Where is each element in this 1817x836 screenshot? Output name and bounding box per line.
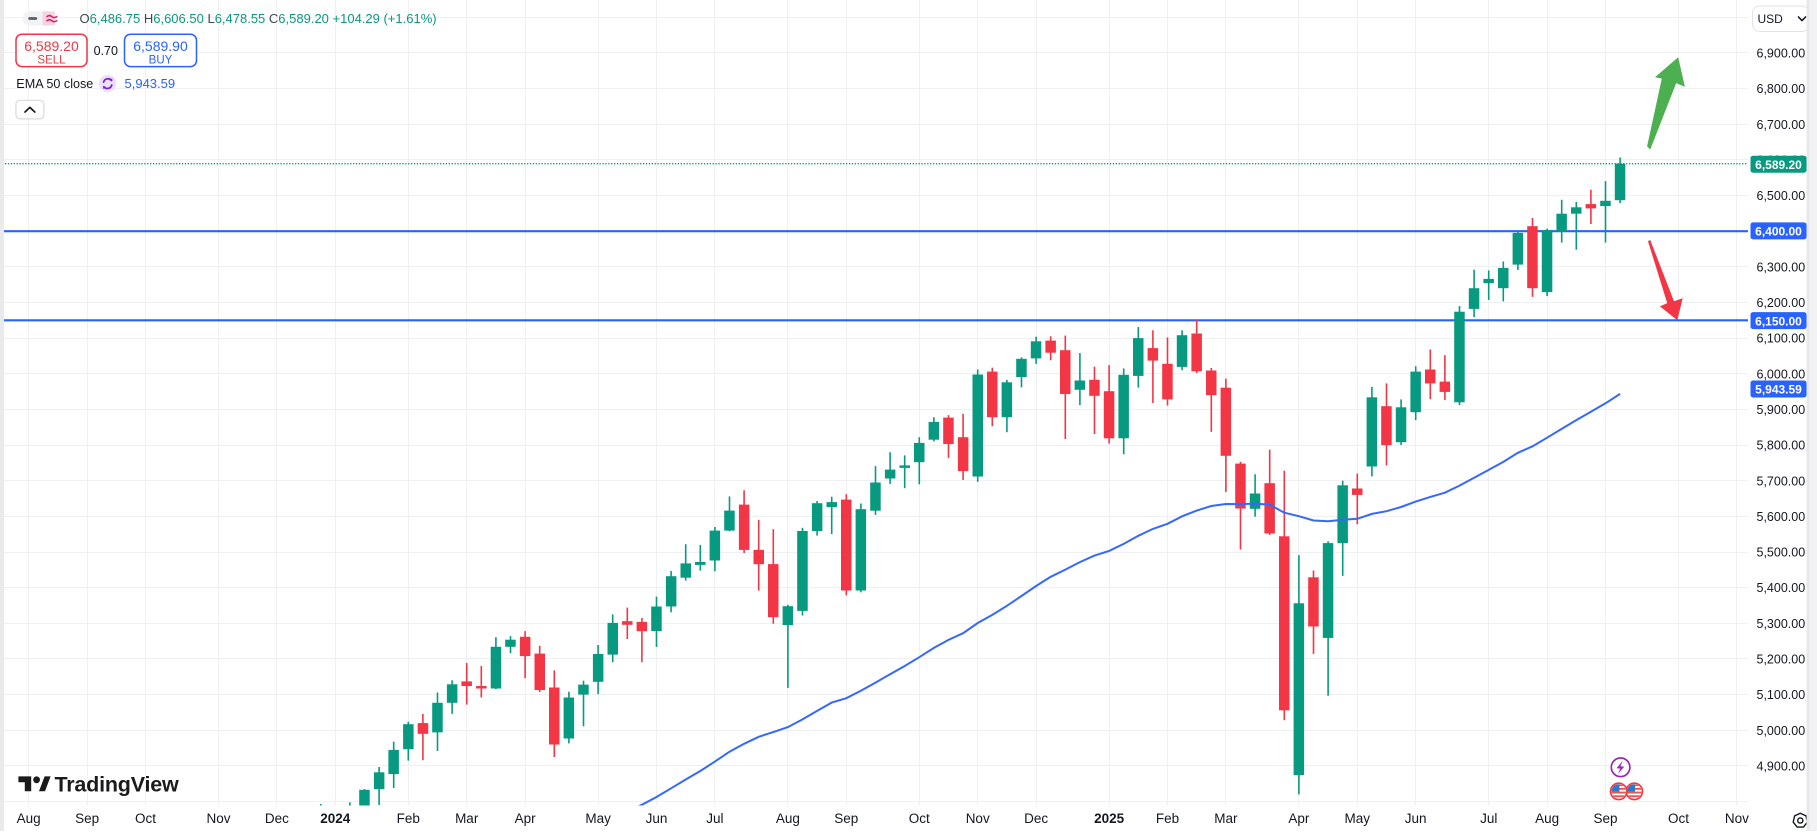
svg-text:Jun: Jun — [1405, 811, 1427, 826]
svg-text:Aug: Aug — [776, 811, 800, 826]
svg-text:Jul: Jul — [706, 811, 723, 826]
svg-text:6,400.00: 6,400.00 — [1755, 225, 1802, 239]
svg-text:6,700.00: 6,700.00 — [1757, 118, 1806, 132]
svg-text:Apr: Apr — [515, 811, 537, 826]
svg-text:USD: USD — [1758, 12, 1784, 26]
svg-text:5,943.59: 5,943.59 — [125, 76, 176, 91]
svg-text:Mar: Mar — [455, 811, 479, 826]
svg-text:Aug: Aug — [1535, 811, 1559, 826]
svg-text:Sep: Sep — [834, 811, 858, 826]
svg-text:O6,486.75 H6,606.50 L6,478.55: O6,486.75 H6,606.50 L6,478.55 C6,589.20 … — [80, 11, 437, 26]
svg-text:Jun: Jun — [646, 811, 668, 826]
svg-text:EMA 50 close: EMA 50 close — [16, 77, 93, 91]
svg-text:Feb: Feb — [1156, 811, 1179, 826]
svg-text:5,000.00: 5,000.00 — [1757, 724, 1806, 738]
svg-text:Oct: Oct — [909, 811, 930, 826]
svg-text:5,700.00: 5,700.00 — [1757, 474, 1806, 488]
svg-text:5,100.00: 5,100.00 — [1757, 688, 1806, 702]
svg-text:5,500.00: 5,500.00 — [1757, 546, 1806, 560]
svg-text:0.70: 0.70 — [94, 44, 118, 58]
svg-text:Feb: Feb — [397, 811, 420, 826]
svg-text:2025: 2025 — [1094, 811, 1125, 826]
svg-text:Sep: Sep — [75, 811, 99, 826]
svg-text:6,000.00: 6,000.00 — [1757, 367, 1806, 381]
svg-text:2024: 2024 — [320, 811, 351, 826]
svg-text:Apr: Apr — [1288, 811, 1310, 826]
svg-text:Aug: Aug — [17, 811, 41, 826]
svg-text:Oct: Oct — [1668, 811, 1689, 826]
svg-text:Sep: Sep — [1593, 811, 1617, 826]
svg-text:5,900.00: 5,900.00 — [1757, 403, 1806, 417]
svg-text:Oct: Oct — [135, 811, 156, 826]
svg-text:SELL: SELL — [37, 55, 66, 67]
svg-text:5,943.59: 5,943.59 — [1755, 383, 1802, 397]
svg-text:6,500.00: 6,500.00 — [1757, 189, 1806, 203]
svg-text:5,400.00: 5,400.00 — [1757, 581, 1806, 595]
svg-text:5,800.00: 5,800.00 — [1757, 439, 1806, 453]
svg-text:6,200.00: 6,200.00 — [1757, 296, 1806, 310]
svg-text:May: May — [585, 811, 611, 826]
svg-text:6,150.00: 6,150.00 — [1755, 314, 1802, 328]
svg-text:6,800.00: 6,800.00 — [1757, 82, 1806, 96]
svg-text:BUY: BUY — [149, 55, 173, 67]
svg-text:6,589.20: 6,589.20 — [24, 38, 79, 54]
svg-text:5,200.00: 5,200.00 — [1757, 653, 1806, 667]
svg-text:5,300.00: 5,300.00 — [1757, 617, 1806, 631]
svg-text:Jul: Jul — [1480, 811, 1497, 826]
svg-text:Nov: Nov — [206, 811, 230, 826]
svg-text:6,589.90: 6,589.90 — [133, 38, 188, 54]
svg-text:5,600.00: 5,600.00 — [1757, 510, 1806, 524]
svg-text:Dec: Dec — [1024, 811, 1048, 826]
svg-text:May: May — [1345, 811, 1371, 826]
svg-text:TradingView: TradingView — [55, 773, 180, 797]
svg-text:4,900.00: 4,900.00 — [1757, 760, 1806, 774]
svg-text:6,900.00: 6,900.00 — [1757, 47, 1806, 61]
svg-text:Nov: Nov — [1725, 811, 1749, 826]
svg-text:Dec: Dec — [265, 811, 289, 826]
svg-text:Mar: Mar — [1214, 811, 1238, 826]
svg-text:6,100.00: 6,100.00 — [1757, 332, 1806, 346]
svg-text:6,300.00: 6,300.00 — [1757, 260, 1806, 274]
svg-text:Nov: Nov — [966, 811, 990, 826]
svg-text:6,589.20: 6,589.20 — [1755, 158, 1802, 172]
